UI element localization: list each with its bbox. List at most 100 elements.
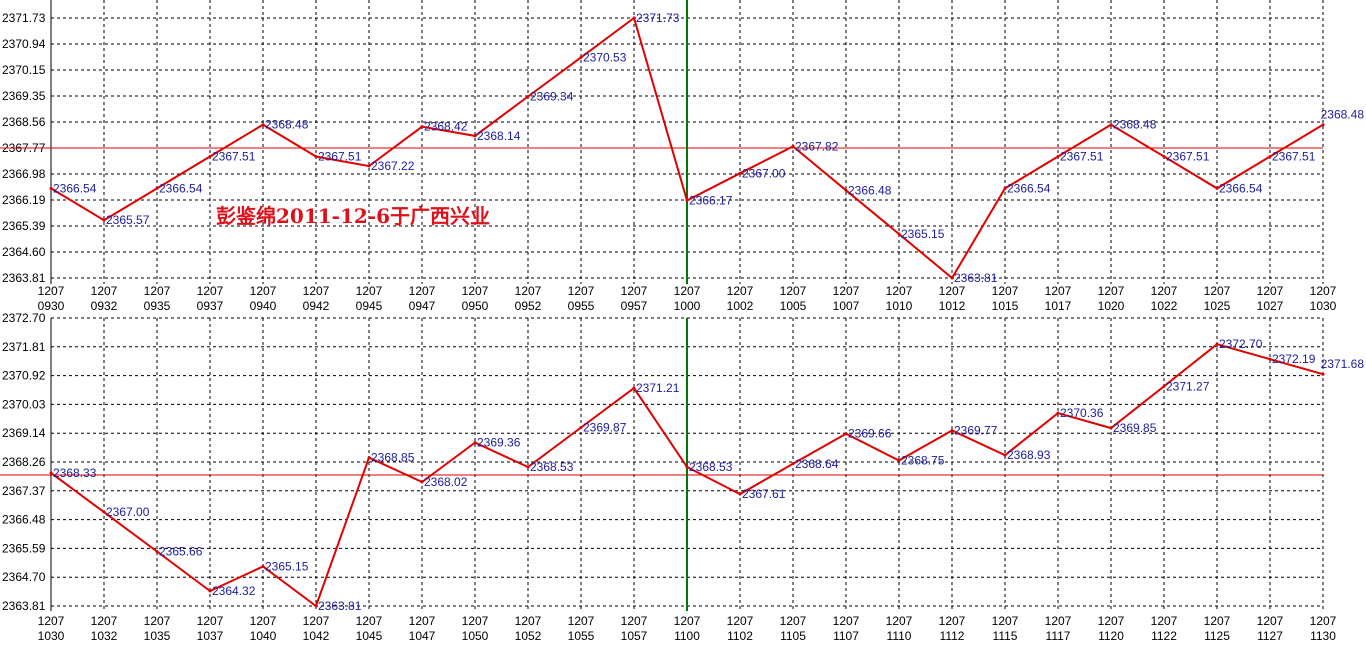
x-tick-label-top: 1207 (515, 284, 542, 298)
x-tick-label: 0955 (568, 299, 595, 313)
data-label: 2372.70 (1219, 337, 1263, 351)
data-point (1321, 372, 1325, 376)
data-label: 2370.36 (1060, 406, 1104, 420)
x-tick-label-top: 1207 (144, 284, 171, 298)
x-tick-label-top: 1207 (886, 284, 913, 298)
x-tick-label: 1050 (462, 629, 489, 643)
x-tick-label-top: 1207 (1098, 284, 1125, 298)
x-tick-label-top: 1207 (1204, 614, 1231, 628)
x-tick-label: 1027 (1257, 299, 1284, 313)
data-point (1162, 384, 1166, 388)
x-tick-label-top: 1207 (356, 614, 383, 628)
data-point (367, 164, 371, 168)
data-point (897, 232, 901, 236)
data-label: 2367.51 (1166, 150, 1210, 164)
data-point (1268, 155, 1272, 159)
data-label: 2367.22 (371, 159, 415, 173)
data-point (526, 465, 530, 469)
x-tick-label: 0950 (462, 299, 489, 313)
data-point (526, 94, 530, 98)
data-label: 2363.81 (318, 599, 362, 613)
x-tick-label: 1022 (1151, 299, 1178, 313)
data-point (1109, 123, 1113, 127)
x-tick-label: 1110 (887, 629, 912, 643)
data-point (738, 171, 742, 175)
x-tick-label: 1012 (939, 299, 966, 313)
data-point (473, 441, 477, 445)
data-label: 2364.32 (212, 584, 256, 598)
data-point (844, 188, 848, 192)
x-tick-label-top: 1207 (992, 284, 1019, 298)
data-label: 2371.73 (636, 11, 680, 25)
data-point (1215, 186, 1219, 190)
data-point (632, 386, 636, 390)
x-tick-label-top: 1207 (939, 284, 966, 298)
chart-panel-bottom: 2372.70 2371.81 2370.92 2370.03 2369.14 2368.… (0, 311, 1364, 643)
x-tick-label: 1055 (568, 629, 595, 643)
data-point (420, 125, 424, 129)
data-point (1268, 357, 1272, 361)
x-tick-label: 0945 (356, 299, 383, 313)
x-tick-label-top: 1207 (1151, 284, 1178, 298)
x-tick-label-top: 1207 (38, 284, 65, 298)
x-tick-label: 1015 (992, 299, 1019, 313)
x-tick-label: 0942 (303, 299, 330, 313)
data-point (1056, 411, 1060, 415)
x-tick-label: 1120 (1098, 629, 1124, 643)
x-tick-label: 0957 (621, 299, 648, 313)
data-label: 2367.51 (1060, 150, 1104, 164)
x-tick-label: 1000 (674, 299, 701, 313)
y-tick-label: 2370.92 (2, 369, 46, 383)
y-tick-label: 2370.15 (2, 63, 46, 77)
data-point (791, 462, 795, 466)
chart-panel-top: 2371.73 2370.94 2370.15 2369.35 2368.56 2367.… (0, 0, 1364, 313)
y-tick-label: 2368.56 (2, 115, 46, 129)
data-label: 2370.53 (583, 50, 627, 64)
x-tick-label: 1117 (1046, 629, 1071, 643)
x-tick-label: 1035 (144, 629, 171, 643)
data-label: 2365.57 (106, 213, 150, 227)
x-tick-label-top: 1207 (1257, 284, 1284, 298)
x-tick-label: 1020 (1098, 299, 1125, 313)
x-tick-label-top: 1207 (833, 284, 860, 298)
data-point (102, 510, 106, 514)
y-tick-label: 2371.81 (2, 340, 46, 354)
x-tick-label-top: 1207 (1257, 614, 1284, 628)
data-label: 2368.48 (1321, 108, 1365, 122)
x-tick-label: 1005 (780, 299, 807, 313)
data-label: 2368.48 (1113, 118, 1157, 132)
data-label: 2368.93 (1007, 448, 1051, 462)
watermark-text: 彭鉴绵2011-12-6于广西兴业 (216, 204, 490, 228)
x-tick-label-top: 1207 (91, 284, 118, 298)
data-point (1321, 123, 1325, 127)
data-label: 2368.48 (265, 118, 309, 132)
x-tick-label: 1037 (197, 629, 224, 643)
data-label: 2369.34 (530, 89, 574, 103)
data-point (473, 134, 477, 138)
data-label: 2366.17 (689, 194, 733, 208)
data-label: 2365.15 (901, 227, 945, 241)
x-tick-label: 0947 (409, 299, 436, 313)
x-tick-label: 1105 (780, 629, 806, 643)
x-tick-label: 1042 (303, 629, 330, 643)
data-label: 2368.85 (371, 451, 415, 465)
data-label: 2366.54 (1219, 181, 1263, 195)
x-tick-label: 1045 (356, 629, 383, 643)
data-point (1215, 342, 1219, 346)
data-point (314, 604, 318, 608)
data-label: 2369.77 (954, 423, 998, 437)
data-label: 2366.54 (159, 181, 203, 195)
x-tick-label-top: 1207 (356, 284, 383, 298)
x-tick-label-top: 1207 (515, 614, 542, 628)
x-tick-label-top: 1207 (674, 284, 701, 298)
x-tick-label: 1112 (940, 629, 965, 643)
x-tick-label: 1002 (727, 299, 754, 313)
y-tick-label: 2368.26 (2, 455, 46, 469)
x-tick-label: 1102 (727, 629, 753, 643)
x-tick-label-top: 1207 (1045, 284, 1072, 298)
x-tick-label: 1007 (833, 299, 860, 313)
x-tick-label: 0932 (91, 299, 118, 313)
y-tick-label: 2366.48 (2, 513, 46, 527)
x-tick-label: 0937 (197, 299, 224, 313)
y-tick-label: 2367.37 (2, 484, 46, 498)
